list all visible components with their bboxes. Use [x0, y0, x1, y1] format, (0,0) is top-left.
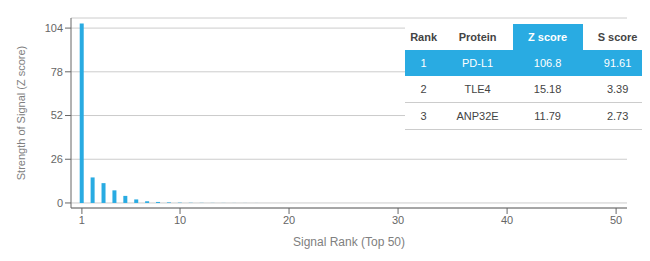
svg-text:104: 104: [45, 22, 63, 34]
html-text:106.8: 106.8: [533, 56, 562, 69]
html-text:3: 3: [420, 109, 427, 122]
html-text:Rank: Rank: [410, 30, 437, 43]
html-text:2: 2: [420, 82, 427, 95]
svg-text:1: 1: [79, 214, 85, 226]
html-text:ANP32E: ANP32E: [456, 109, 499, 122]
svg-text:78: 78: [51, 66, 63, 78]
html-text:TLE4: TLE4: [464, 82, 491, 95]
html-text:Protein: Protein: [458, 30, 497, 43]
svg-text:30: 30: [392, 214, 404, 226]
html-text:2.73: 2.73: [606, 109, 629, 122]
svg-text:0: 0: [57, 197, 63, 209]
html-text:Z score: Z score: [528, 30, 568, 43]
svg-text:52: 52: [51, 109, 63, 121]
svg-text:Strength of Signal (Z score): Strength of Signal (Z score): [15, 46, 27, 181]
svg-text:50: 50: [610, 214, 622, 226]
svg-text:40: 40: [501, 214, 513, 226]
html-text:1: 1: [420, 56, 427, 69]
svg-text:20: 20: [283, 214, 295, 226]
svg-text:26: 26: [51, 153, 63, 165]
html-text:3.39: 3.39: [606, 82, 629, 95]
html-text:11.79: 11.79: [534, 109, 561, 122]
html-text:S score: S score: [597, 30, 638, 43]
svg-text:Signal Rank (Top 50): Signal Rank (Top 50): [293, 235, 405, 249]
html-text:91.61: 91.61: [603, 56, 632, 69]
html-text:PD-L1: PD-L1: [462, 56, 494, 69]
svg-text:10: 10: [174, 214, 186, 226]
html-text:15.18: 15.18: [533, 82, 562, 95]
